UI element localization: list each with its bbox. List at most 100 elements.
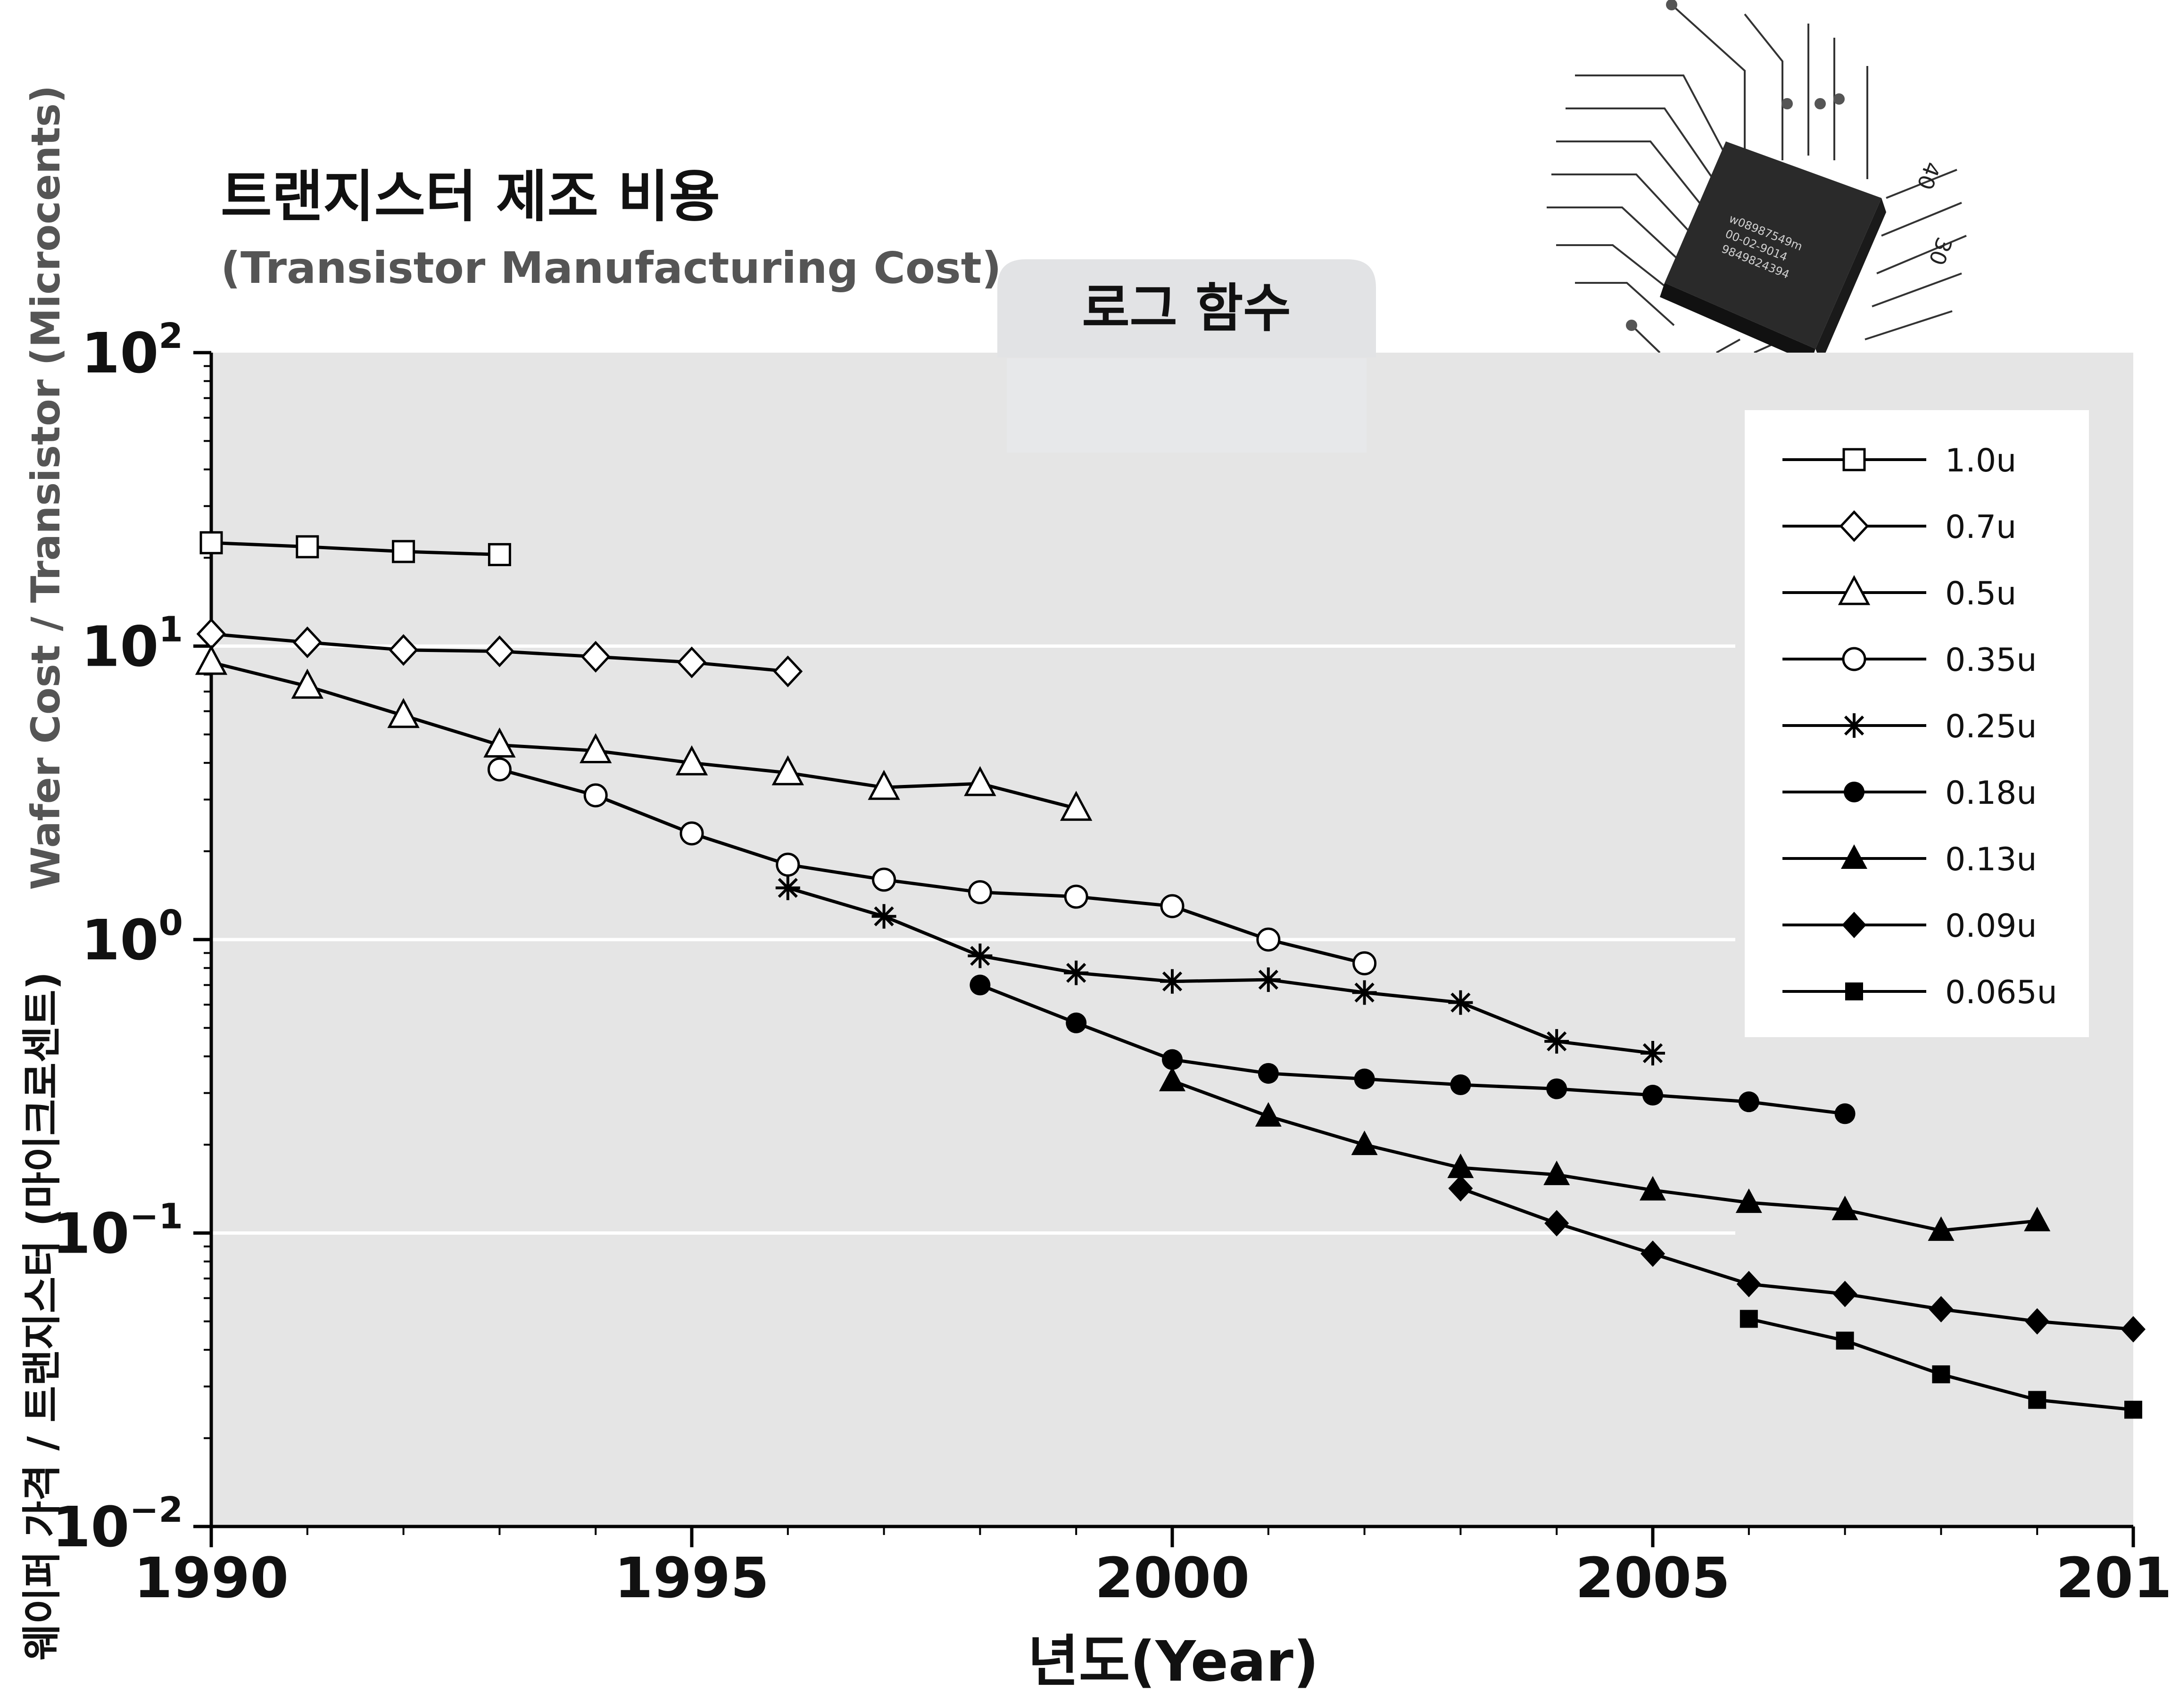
data-point	[1448, 990, 1473, 1015]
series-line	[1171, 1079, 2038, 1232]
chip-side	[1815, 198, 1886, 363]
data-point	[1160, 969, 1185, 994]
data-point	[1928, 1216, 1955, 1241]
x-axis-label: 년도(Year)	[1027, 1629, 1318, 1694]
data-point	[1255, 1102, 1282, 1127]
log-scale-badge: 로그 함수	[997, 259, 1376, 453]
data-point	[677, 646, 707, 678]
data-point	[1736, 1271, 1761, 1297]
data-point	[389, 634, 419, 666]
data-point	[1642, 1085, 1663, 1106]
data-point	[1641, 1041, 1665, 1066]
legend-item: 0.35u	[1782, 642, 2037, 679]
data-point	[964, 766, 996, 796]
chip-trace	[1864, 310, 1953, 340]
data-point	[2025, 1308, 2050, 1335]
series-layer	[195, 531, 2146, 1419]
legend-label: 0.7u	[1945, 509, 2016, 546]
data-point	[1256, 927, 1281, 952]
legend-item: 0.25u	[1782, 708, 2037, 745]
series-0.18u	[969, 974, 1856, 1124]
legend-marker	[1842, 713, 1866, 738]
legend-item: 0.5u	[1782, 575, 2016, 612]
data-point	[484, 635, 514, 668]
series-line	[787, 886, 1653, 1055]
series-0.25u	[775, 875, 1665, 1066]
legend-label: 1.0u	[1945, 442, 2016, 479]
chip-pin-label: 30	[1924, 234, 1957, 268]
x-tick-label: 2005	[1575, 1545, 1730, 1610]
data-point	[1060, 791, 1093, 821]
data-point	[1834, 1103, 1856, 1124]
data-point	[1544, 1029, 1569, 1054]
x-tick-label: 1995	[614, 1545, 769, 1610]
data-point	[1447, 1153, 1474, 1178]
chart-subtitle: (Transistor Manufacturing Cost)	[221, 243, 1002, 293]
data-point	[1929, 1296, 1954, 1323]
series-line	[979, 983, 1846, 1115]
legend-item: 1.0u	[1782, 442, 2016, 479]
series-0.35u	[487, 757, 1377, 975]
data-point	[773, 655, 803, 687]
chip-trace	[1671, 4, 1746, 156]
data-point	[968, 880, 992, 905]
chip-trace	[1716, 338, 1740, 354]
data-point	[1738, 1091, 1759, 1113]
y-tick-label: 101	[81, 610, 183, 679]
legend-item: 0.09u	[1782, 908, 2037, 945]
chip-trace	[1886, 169, 1957, 199]
data-point	[1352, 951, 1377, 975]
data-point	[1448, 1175, 1473, 1202]
data-point	[1836, 1331, 1854, 1350]
legend-marker	[1842, 448, 1866, 471]
series-0.065u	[1740, 1310, 2142, 1419]
series-1.0u	[199, 531, 511, 566]
chart-title: 트랜지스터 제조 비용	[221, 164, 720, 229]
data-point	[1640, 1176, 1666, 1201]
series-0.13u	[1159, 1066, 2051, 1241]
legend-label: 0.35u	[1945, 642, 2037, 679]
data-point	[1064, 960, 1089, 985]
data-point	[291, 668, 323, 699]
badge-label: 로그 함수	[1082, 278, 1291, 338]
data-point	[1641, 1240, 1665, 1267]
data-point	[1832, 1280, 1857, 1307]
legend-marker	[1841, 844, 1867, 869]
series-line	[211, 541, 500, 556]
legend-label: 0.18u	[1945, 775, 2037, 812]
data-point	[969, 974, 991, 996]
legend-item: 0.18u	[1782, 775, 2037, 812]
chip-pin-label: 40	[1912, 158, 1946, 193]
y-axis-label-ko: 웨이퍼 가격 / 트랜지스터 (마이크로센트)	[19, 972, 65, 1660]
data-point	[487, 757, 512, 782]
chip-trace	[1551, 173, 1699, 241]
y-tick-label: 102	[81, 316, 183, 386]
series-line	[499, 767, 1365, 965]
data-point	[583, 783, 608, 808]
chip-side	[1660, 283, 1815, 363]
legend-marker	[1845, 982, 1863, 1000]
data-point	[580, 733, 612, 763]
data-point	[968, 943, 993, 968]
data-point	[1256, 967, 1281, 992]
data-point	[392, 540, 415, 563]
data-point	[2028, 1391, 2047, 1409]
data-point	[199, 531, 223, 554]
y-tick-label: 10−1	[52, 1196, 183, 1266]
series-0.5u	[195, 644, 1093, 821]
data-point	[1546, 1078, 1567, 1099]
data-point	[1543, 1160, 1570, 1185]
chip-pad	[1666, 0, 1677, 10]
y-tick-label: 10−2	[52, 1490, 183, 1559]
legend-marker	[1844, 782, 1864, 802]
data-point	[387, 698, 420, 728]
data-point	[675, 745, 708, 776]
chip-pad	[1815, 98, 1826, 109]
series-0.09u	[1448, 1175, 2146, 1343]
chip-pad	[1833, 93, 1845, 105]
chip-trace	[1556, 140, 1708, 213]
chip-trace	[1754, 343, 1773, 354]
chip-pad	[1626, 320, 1637, 331]
